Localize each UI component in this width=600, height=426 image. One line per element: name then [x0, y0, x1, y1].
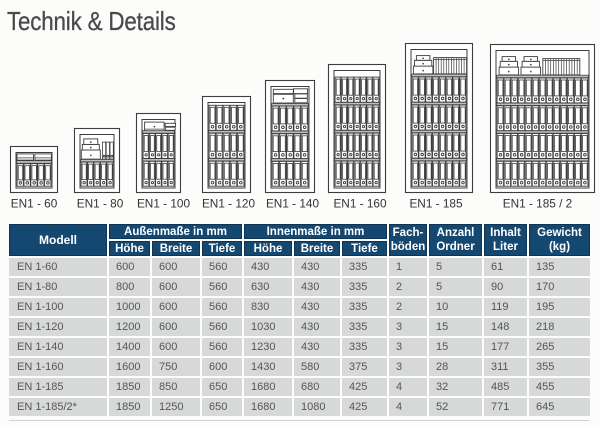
svg-text:EN1 - 185 / 2: EN1 - 185 / 2 [503, 197, 573, 211]
svg-text:EN1 - 80: EN1 - 80 [77, 197, 124, 211]
svg-text:EN1 - 120: EN1 - 120 [202, 197, 256, 211]
svg-text:EN1 - 100: EN1 - 100 [137, 197, 191, 211]
svg-text:EN1 - 160: EN1 - 160 [333, 197, 387, 211]
svg-text:EN1 - 60: EN1 - 60 [11, 197, 58, 211]
svg-text:EN1 - 140: EN1 - 140 [266, 197, 320, 211]
svg-text:EN1 - 185: EN1 - 185 [409, 197, 463, 211]
